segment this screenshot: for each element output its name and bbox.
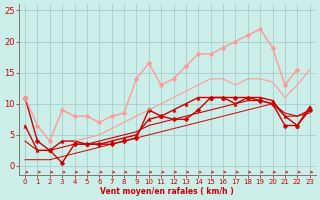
X-axis label: Vent moyen/en rafales ( km/h ): Vent moyen/en rafales ( km/h ) (100, 187, 234, 196)
